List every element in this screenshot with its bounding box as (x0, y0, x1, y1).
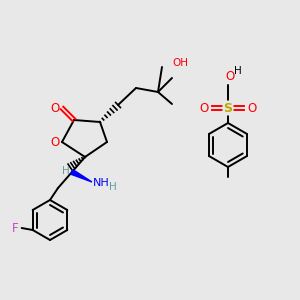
Text: S: S (224, 101, 232, 115)
Text: F: F (12, 221, 19, 235)
Text: O: O (248, 101, 256, 115)
Text: O: O (50, 101, 60, 115)
Text: OH: OH (172, 58, 188, 68)
Text: H: H (234, 66, 242, 76)
Text: O: O (200, 101, 208, 115)
Text: H: H (109, 182, 117, 192)
Text: O: O (225, 70, 235, 83)
Polygon shape (71, 170, 92, 182)
Text: O: O (50, 136, 60, 148)
Text: NH: NH (93, 178, 110, 188)
Text: H: H (62, 166, 70, 176)
